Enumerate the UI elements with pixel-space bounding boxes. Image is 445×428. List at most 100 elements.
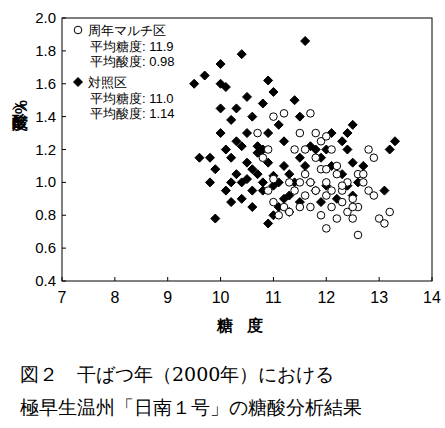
x-tick-label: 10 bbox=[212, 289, 230, 306]
point bbox=[227, 153, 236, 162]
y-tick bbox=[62, 281, 66, 282]
point bbox=[322, 179, 330, 187]
point bbox=[359, 161, 368, 170]
point bbox=[248, 112, 257, 121]
point bbox=[333, 162, 341, 170]
x-tick bbox=[432, 277, 433, 281]
x-tick bbox=[167, 277, 168, 281]
y-tick bbox=[62, 50, 66, 51]
point bbox=[190, 79, 199, 88]
point bbox=[301, 170, 309, 178]
point bbox=[365, 146, 373, 154]
chart-subtitle: 極早生温州「日南１号」の糖酸分析結果 bbox=[20, 396, 362, 418]
point bbox=[254, 129, 262, 137]
legend-label: 周年マルチ区 bbox=[88, 23, 166, 38]
y-tick bbox=[62, 18, 66, 19]
point bbox=[370, 154, 378, 162]
x-axis-label: 糖度 bbox=[216, 316, 277, 334]
legend-marker bbox=[74, 78, 83, 87]
point bbox=[386, 208, 394, 216]
point bbox=[264, 146, 272, 154]
point bbox=[312, 154, 320, 162]
x-tick bbox=[326, 277, 327, 281]
point bbox=[307, 179, 315, 187]
point bbox=[270, 175, 278, 183]
x-tick-label: 12 bbox=[317, 289, 335, 306]
point bbox=[232, 170, 241, 179]
point bbox=[295, 112, 304, 121]
y-tick-label: 1.4 bbox=[35, 108, 56, 125]
legend-note: 平均糖度: 11.0 bbox=[90, 91, 174, 106]
point bbox=[338, 198, 346, 206]
point bbox=[206, 178, 215, 187]
x-tick-label: 11 bbox=[265, 289, 282, 306]
chart-svg: 78910111213140.40.60.81.01.21.41.61.82.0… bbox=[0, 0, 445, 428]
point bbox=[354, 231, 362, 239]
point bbox=[285, 179, 293, 187]
point bbox=[232, 104, 241, 113]
point bbox=[307, 110, 315, 118]
chart-title: 図２ 干ばつ年（2000年）における bbox=[20, 363, 334, 385]
point bbox=[381, 220, 389, 228]
point bbox=[328, 203, 336, 211]
point bbox=[328, 187, 336, 195]
point bbox=[343, 145, 352, 154]
y-tick-label: 1.0 bbox=[35, 173, 56, 190]
point bbox=[200, 71, 209, 80]
point bbox=[311, 186, 320, 195]
point bbox=[349, 215, 357, 223]
point bbox=[296, 203, 304, 211]
point bbox=[248, 203, 257, 212]
chart-root: 78910111213140.40.60.81.01.21.41.61.82.0… bbox=[0, 0, 445, 428]
point bbox=[216, 129, 225, 138]
point bbox=[211, 165, 220, 174]
legend-marker bbox=[74, 26, 82, 34]
point bbox=[311, 145, 320, 154]
point bbox=[343, 129, 352, 138]
y-tick bbox=[62, 83, 66, 84]
point bbox=[348, 120, 357, 129]
point bbox=[243, 92, 252, 101]
point bbox=[349, 195, 357, 203]
y-tick bbox=[62, 116, 66, 117]
point bbox=[275, 211, 283, 219]
point bbox=[317, 211, 325, 219]
y-axis-label: 酸度（%） bbox=[11, 100, 29, 132]
point bbox=[301, 146, 309, 154]
point bbox=[322, 133, 330, 141]
y-tick-label: 2.0 bbox=[35, 9, 56, 26]
x-tick-label: 13 bbox=[370, 289, 388, 306]
point bbox=[259, 154, 267, 162]
point bbox=[264, 76, 273, 85]
point bbox=[301, 192, 309, 200]
y-tick bbox=[62, 149, 66, 150]
point bbox=[237, 142, 246, 151]
point bbox=[195, 153, 204, 162]
x-tick-label: 7 bbox=[58, 289, 67, 306]
point bbox=[237, 50, 246, 59]
point bbox=[280, 161, 289, 170]
point bbox=[291, 146, 299, 154]
point bbox=[216, 60, 225, 69]
point bbox=[322, 225, 330, 233]
point bbox=[370, 192, 378, 200]
point bbox=[359, 179, 367, 187]
point bbox=[322, 165, 330, 173]
x-tick bbox=[62, 277, 63, 281]
point bbox=[258, 99, 267, 108]
series-points bbox=[254, 110, 394, 239]
point bbox=[359, 170, 367, 178]
point bbox=[338, 182, 346, 190]
point bbox=[211, 214, 220, 223]
point bbox=[295, 153, 304, 162]
x-tick bbox=[379, 277, 380, 281]
point bbox=[248, 186, 257, 195]
y-tick bbox=[62, 248, 66, 249]
point bbox=[221, 186, 230, 195]
point bbox=[385, 145, 394, 154]
point bbox=[338, 137, 347, 146]
x-tick bbox=[114, 277, 115, 281]
point bbox=[264, 219, 273, 228]
point bbox=[280, 110, 288, 118]
legend-note: 平均糖度: 11.9 bbox=[90, 39, 174, 54]
